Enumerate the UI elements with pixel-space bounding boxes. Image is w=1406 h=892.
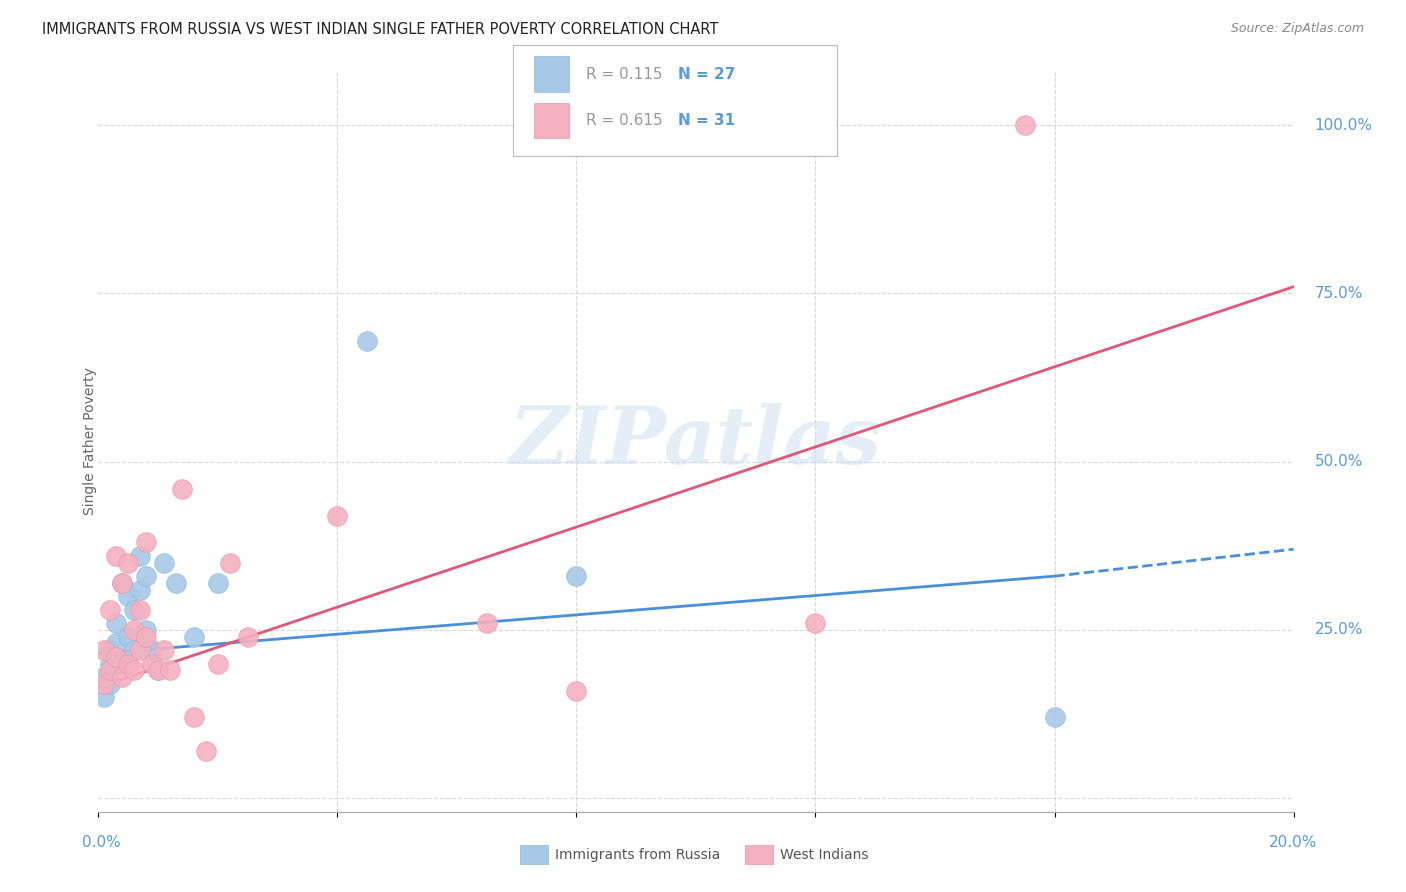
Point (129, 643, 152, 657)
Point (111, 657, 134, 671)
Text: West Indians: West Indians (780, 847, 869, 862)
Point (98, 603, 122, 617)
Point (153, 556, 176, 570)
Point (135, 535, 157, 549)
Point (219, 556, 242, 570)
Point (1043, 710, 1066, 724)
Point (129, 603, 152, 617)
Point (183, 630, 205, 644)
Point (105, 549, 128, 563)
Text: N = 31: N = 31 (678, 113, 735, 128)
Point (326, 508, 349, 523)
Text: R = 0.115: R = 0.115 (586, 67, 662, 81)
Point (98, 657, 122, 671)
Point (117, 590, 139, 604)
Point (148, 664, 170, 678)
Point (105, 649, 128, 664)
Point (1014, 118, 1036, 132)
Point (111, 670, 134, 684)
Point (124, 664, 146, 678)
Point (565, 569, 588, 583)
Point (129, 549, 152, 563)
Point (93, 690, 115, 705)
Point (111, 575, 134, 590)
Point (117, 630, 139, 644)
Point (98, 643, 122, 657)
Text: 75.0%: 75.0% (1315, 286, 1362, 301)
Point (98, 677, 122, 691)
Text: Immigrants from Russia: Immigrants from Russia (555, 847, 721, 862)
Point (153, 643, 176, 657)
Text: 100.0%: 100.0% (1315, 118, 1372, 133)
Point (236, 630, 259, 644)
Text: 20.0%: 20.0% (1270, 836, 1317, 850)
Point (105, 649, 128, 664)
Point (105, 616, 128, 631)
Text: R = 0.615: R = 0.615 (586, 113, 662, 128)
Point (207, 657, 229, 671)
Point (804, 616, 827, 631)
Point (124, 643, 146, 657)
Point (129, 582, 152, 597)
Point (117, 657, 139, 671)
Point (93, 643, 115, 657)
Point (135, 623, 157, 637)
Text: N = 27: N = 27 (678, 67, 735, 81)
Point (475, 616, 498, 631)
Point (183, 710, 205, 724)
Point (172, 482, 194, 496)
Point (141, 657, 163, 671)
Point (148, 664, 170, 678)
Point (141, 643, 163, 657)
Point (93, 677, 115, 691)
Point (135, 569, 157, 583)
Point (135, 630, 157, 644)
Point (93, 670, 115, 684)
Point (124, 623, 146, 637)
Text: Source: ZipAtlas.com: Source: ZipAtlas.com (1230, 22, 1364, 36)
Text: IMMIGRANTS FROM RUSSIA VS WEST INDIAN SINGLE FATHER POVERTY CORRELATION CHART: IMMIGRANTS FROM RUSSIA VS WEST INDIAN SI… (42, 22, 718, 37)
Point (207, 575, 229, 590)
Y-axis label: Single Father Poverty: Single Father Poverty (83, 368, 97, 516)
Point (98, 664, 122, 678)
Text: 0.0%: 0.0% (82, 836, 121, 850)
Point (111, 575, 134, 590)
Text: 50.0%: 50.0% (1315, 454, 1362, 469)
Text: 25.0%: 25.0% (1315, 623, 1362, 638)
Point (194, 744, 218, 758)
Point (117, 556, 139, 570)
Point (565, 683, 588, 698)
Point (124, 603, 146, 617)
Text: ZIPatlas: ZIPatlas (510, 403, 882, 480)
Point (165, 575, 187, 590)
Point (105, 636, 128, 650)
Point (159, 664, 181, 678)
Point (356, 334, 378, 348)
